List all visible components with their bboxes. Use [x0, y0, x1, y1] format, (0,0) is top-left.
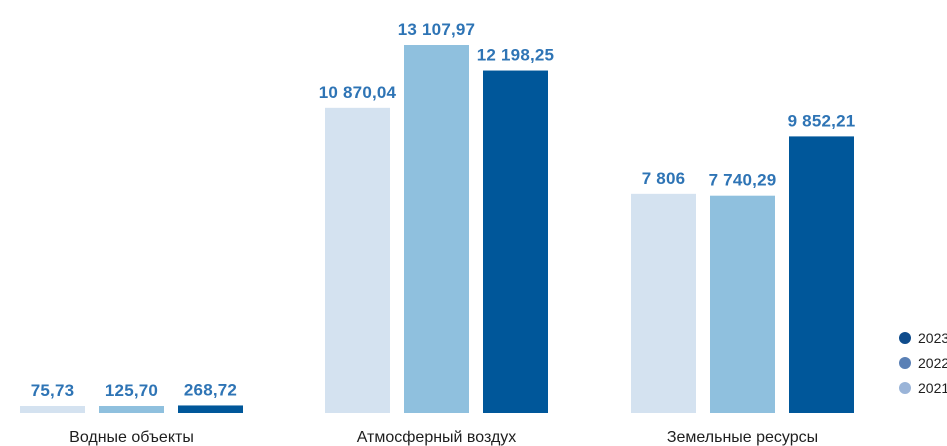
value-label-2022-1: 13 107,97	[398, 20, 475, 39]
bar-2021-2	[631, 193, 696, 413]
category-label-1: Атмосферный воздух	[357, 429, 517, 446]
value-label-2023-1: 12 198,25	[477, 46, 554, 65]
legend-label-2021: 2021	[918, 380, 947, 396]
bar-2021-0	[20, 406, 85, 413]
category-label-2: Земельные ресурсы	[667, 429, 818, 446]
bar-2023-2	[789, 136, 854, 413]
legend-label-2022: 2022	[918, 355, 947, 371]
value-label-2021-2: 7 806	[642, 169, 686, 188]
value-label-2022-2: 7 740,29	[709, 171, 777, 190]
value-label-2023-2: 9 852,21	[788, 111, 856, 130]
legend-marker-2021	[899, 382, 911, 394]
legend-marker-2023	[899, 332, 911, 344]
value-label-2023-0: 268,72	[184, 380, 237, 399]
value-label-2021-1: 10 870,04	[319, 83, 397, 102]
bar-2022-1	[404, 45, 469, 413]
value-label-2021-0: 75,73	[31, 381, 75, 400]
bar-2022-0	[99, 406, 164, 413]
bar-2023-1	[483, 70, 548, 414]
legend-label-2023: 2023	[918, 330, 947, 346]
legend-marker-2022	[899, 357, 911, 369]
value-label-2022-0: 125,70	[105, 381, 158, 400]
bar-2021-1	[325, 107, 390, 413]
bar-2022-2	[710, 195, 775, 413]
bar-2023-0	[178, 405, 243, 413]
category-label-0: Водные объекты	[69, 429, 194, 446]
